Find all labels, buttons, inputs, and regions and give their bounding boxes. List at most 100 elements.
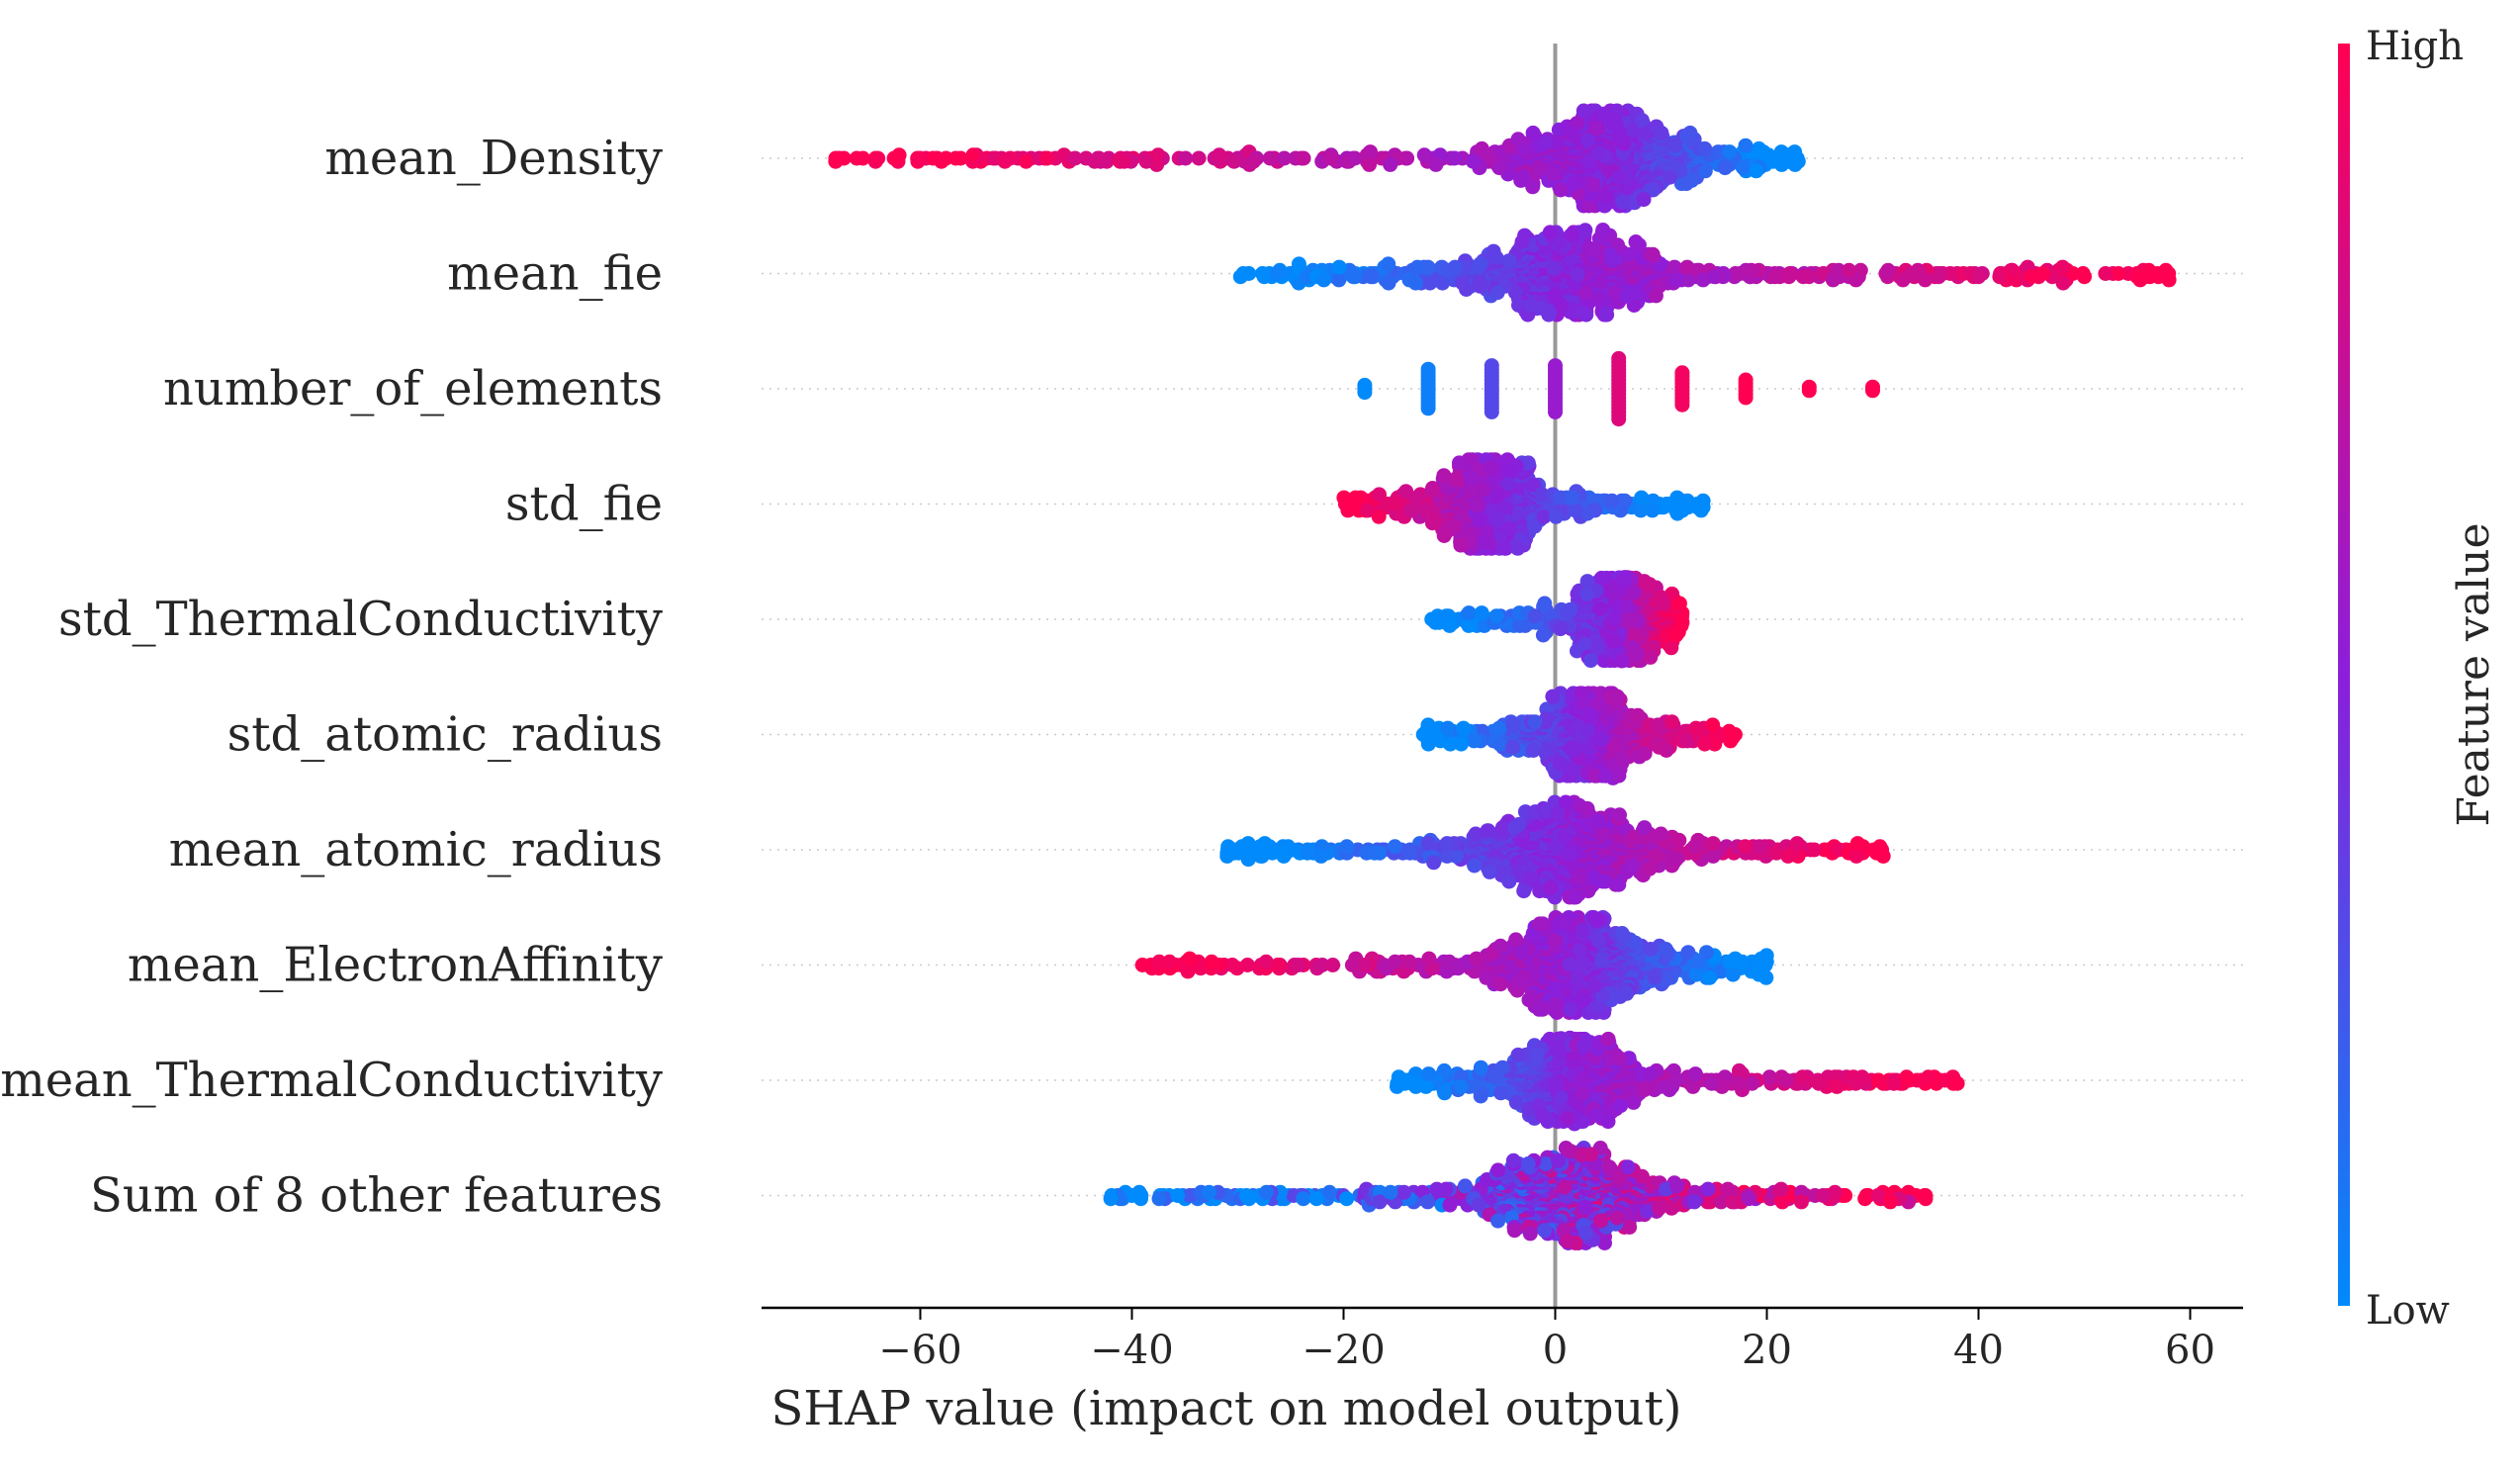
point-mean_Density xyxy=(1246,154,1261,169)
point-mean_fie xyxy=(1620,288,1635,303)
point-std_fie xyxy=(1549,509,1564,524)
point-std_atomic_radius xyxy=(1688,721,1703,736)
point-std_atomic_radius xyxy=(1651,717,1665,732)
point-std_atomic_radius xyxy=(1568,742,1582,757)
point-mean_fie xyxy=(1501,253,1516,268)
point-number_of_elements xyxy=(1357,385,1372,400)
point-std_ThermalConductivity xyxy=(1579,587,1594,601)
point-std_fie xyxy=(1694,503,1709,517)
point-mean_Density xyxy=(1192,151,1207,166)
point-std_atomic_radius xyxy=(1665,714,1679,729)
point-mean_atomic_radius xyxy=(1440,836,1455,851)
point-std_atomic_radius xyxy=(1528,714,1543,729)
point-mean_atomic_radius xyxy=(1590,814,1605,829)
point-mean_fie xyxy=(1603,247,1618,262)
point-std_fie xyxy=(1478,534,1492,549)
point-std_atomic_radius xyxy=(1545,690,1560,704)
point-std_fie xyxy=(1348,491,1363,506)
point-mean_fie xyxy=(1422,276,1437,291)
point-mean_fie xyxy=(1381,256,1395,271)
point-mean_atomic_radius xyxy=(1569,890,1583,905)
point-mean_atomic_radius xyxy=(1706,836,1721,851)
point-std_atomic_radius xyxy=(1553,756,1568,771)
point-std_fie xyxy=(1388,497,1402,511)
point-std_atomic_radius xyxy=(1638,746,1653,761)
point-mean_atomic_radius xyxy=(1850,836,1865,851)
point-std_atomic_radius xyxy=(1526,743,1541,758)
point-mean_atomic_radius xyxy=(1668,852,1683,867)
point-std_atomic_radius xyxy=(1505,740,1520,755)
point-std_ThermalConductivity xyxy=(1672,597,1687,611)
point-mean_Density xyxy=(1039,151,1054,166)
point-std_ThermalConductivity xyxy=(1442,618,1457,633)
point-mean_fie xyxy=(1524,298,1539,313)
point-std_fie xyxy=(1425,515,1440,530)
point-std_fie xyxy=(1437,528,1452,543)
point-std_fie xyxy=(1372,509,1387,524)
point-mean_Density xyxy=(1139,154,1154,169)
point-mean_Density xyxy=(1580,134,1595,148)
point-mean_Density xyxy=(1417,147,1432,162)
point-mean_atomic_radius xyxy=(1654,827,1668,842)
point-mean_fie xyxy=(1744,263,1758,278)
point-mean_Density xyxy=(1447,151,1462,166)
point-mean_Density xyxy=(1585,177,1600,192)
point-mean_fie xyxy=(1767,269,1782,284)
point-mean_atomic_radius xyxy=(1262,839,1277,854)
point-mean_Density xyxy=(1576,104,1591,119)
point-mean_atomic_radius xyxy=(1516,883,1531,898)
point-mean_fie xyxy=(1577,223,1592,237)
point-mean_Density xyxy=(1492,160,1507,175)
point-mean_Density xyxy=(1611,170,1626,185)
point-std_fie xyxy=(1470,499,1485,513)
point-mean_fie xyxy=(2112,266,2126,281)
point-mean_Density xyxy=(1788,157,1803,172)
point-mean_Density xyxy=(1590,122,1605,137)
point-mean_Density xyxy=(1428,157,1443,172)
point-mean_atomic_radius xyxy=(1780,849,1795,864)
point-std_fie xyxy=(1675,503,1690,517)
point-mean_fie xyxy=(1587,244,1602,259)
point-std_ThermalConductivity xyxy=(1583,653,1598,668)
point-std_ThermalConductivity xyxy=(1489,608,1504,623)
point-mean_atomic_radius xyxy=(1642,862,1657,876)
point-mean_Density xyxy=(1511,132,1526,146)
point-mean_Density xyxy=(1615,195,1630,210)
point-std_ThermalConductivity xyxy=(1630,647,1645,662)
point-mean_Density xyxy=(1774,144,1789,159)
point-mean_atomic_radius xyxy=(1687,839,1702,854)
point-mean_Density xyxy=(1761,147,1776,162)
point-mean_atomic_radius xyxy=(1501,875,1516,889)
point-std_fie xyxy=(1473,511,1487,526)
point-std_ThermalConductivity xyxy=(1593,601,1608,616)
point-mean_atomic_radius xyxy=(1558,830,1573,845)
point-mean_Density xyxy=(1591,145,1606,160)
point-mean_Density xyxy=(1749,163,1763,178)
point-mean_Density xyxy=(1546,167,1561,182)
point-std_atomic_radius xyxy=(1491,721,1506,736)
point-std_ThermalConductivity xyxy=(1462,605,1477,620)
point-mean_fie xyxy=(1575,305,1589,320)
point-std_ThermalConductivity xyxy=(1528,608,1543,623)
point-mean_fie xyxy=(1599,308,1614,323)
point-std_atomic_radius xyxy=(1592,695,1607,710)
point-std_atomic_radius xyxy=(1505,717,1520,732)
point-mean_fie xyxy=(1473,279,1487,294)
point-mean_atomic_radius xyxy=(1587,871,1602,885)
point-mean_fie xyxy=(1669,272,1684,287)
point-mean_atomic_radius xyxy=(1580,801,1595,816)
point-mean_Density xyxy=(1787,144,1802,159)
point-mean_fie xyxy=(1292,256,1306,271)
point-mean_fie xyxy=(1971,269,1986,284)
point-mean_Density xyxy=(1362,157,1377,172)
point-mean_Density xyxy=(1567,176,1581,191)
point-mean_fie xyxy=(1455,276,1470,291)
point-std_fie xyxy=(1501,477,1516,492)
point-std_fie xyxy=(1484,460,1498,475)
point-mean_Density xyxy=(1297,151,1311,166)
point-mean_fie xyxy=(1646,247,1661,262)
point-mean_fie xyxy=(1269,266,1284,281)
point-std_atomic_radius xyxy=(1421,717,1436,732)
point-mean_fie xyxy=(1707,269,1722,284)
point-mean_atomic_radius xyxy=(1671,833,1686,848)
